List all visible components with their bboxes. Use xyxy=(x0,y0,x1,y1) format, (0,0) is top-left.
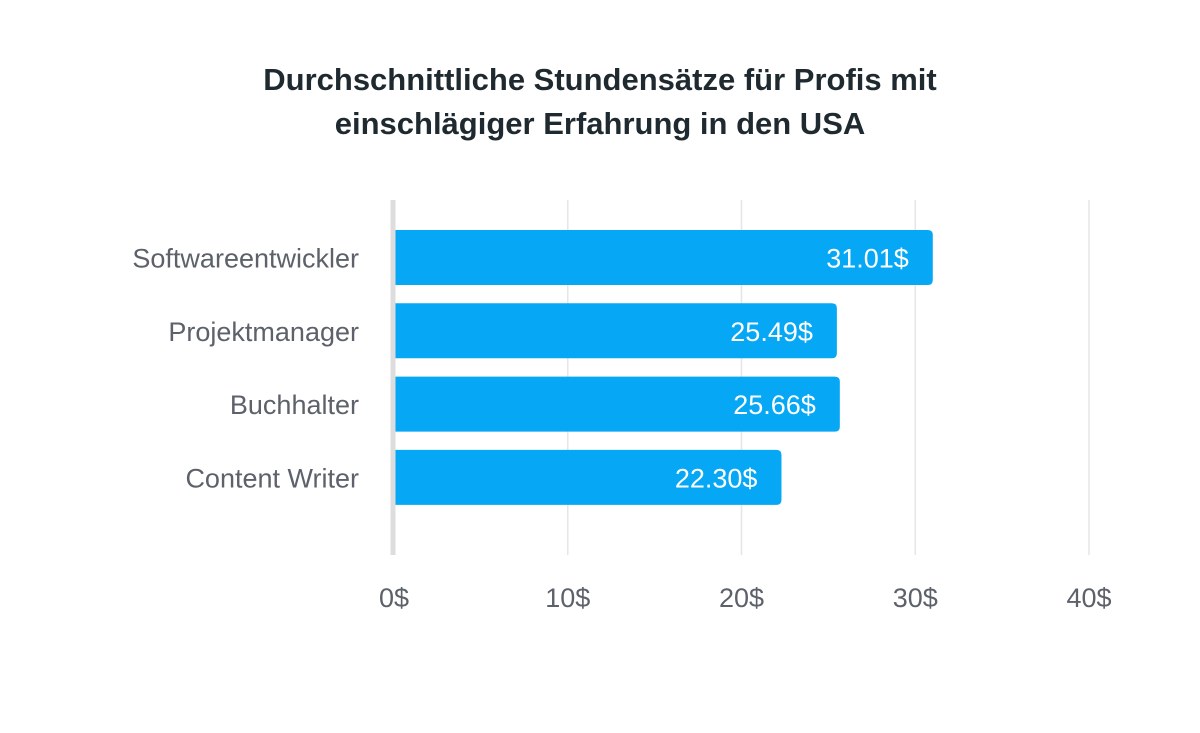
chart-title: Durchschnittliche Stundensätze für Profi… xyxy=(0,58,1200,146)
value-label-2: 25.66$ xyxy=(733,390,816,420)
chart-title-line-1: Durchschnittliche Stundensätze für Profi… xyxy=(263,62,937,97)
labels: 0$ 10$ 20$ 30$ 40$ Softwareentwickler 31.01$ Pr… xyxy=(132,244,1111,614)
value-label-1: 25.49$ xyxy=(730,317,813,347)
value-label-0: 31.01$ xyxy=(826,244,909,274)
bar-3 xyxy=(394,449,782,505)
x-tick-label-30: 30$ xyxy=(893,583,938,613)
category-label-2: Buchhalter xyxy=(230,390,359,420)
bar-2 xyxy=(394,376,840,432)
x-tick-label-40: 40$ xyxy=(1066,583,1111,613)
x-tick-label-0: 0$ xyxy=(379,583,409,613)
bars xyxy=(394,230,933,505)
value-label-3: 22.30$ xyxy=(675,463,758,493)
x-tick-label-20: 20$ xyxy=(719,583,764,613)
x-tick-label-10: 10$ xyxy=(545,583,590,613)
chart-title-line-2: einschlägiger Erfahrung in den USA xyxy=(334,106,866,141)
category-label-1: Projektmanager xyxy=(168,317,359,347)
category-label-0: Softwareentwickler xyxy=(132,244,359,274)
category-label-3: Content Writer xyxy=(185,463,359,493)
bar-1 xyxy=(394,303,837,359)
bar-0 xyxy=(394,230,933,285)
